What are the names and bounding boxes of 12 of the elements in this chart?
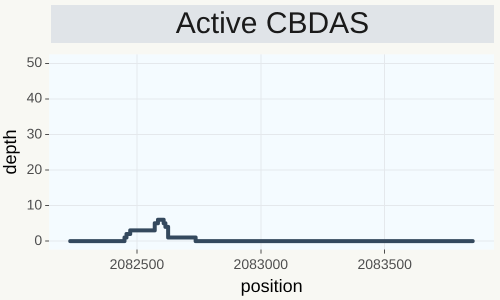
x-tick-label: 2082500 (110, 256, 164, 272)
y-tick-label: 20 (26, 160, 42, 177)
x-tick-label: 2083000 (234, 256, 288, 272)
y-tick-label: 10 (26, 196, 42, 212)
y-tick-label: 50 (26, 54, 42, 70)
y-tick-label: 0 (34, 232, 42, 248)
x-tick-label: 2083500 (357, 256, 412, 272)
y-axis-title: depth (0, 129, 20, 175)
x-axis-title: position (240, 276, 303, 296)
chart-title: Active CBDAS (51, 5, 494, 43)
y-tick-label: 30 (26, 125, 42, 142)
y-tick-label: 40 (26, 90, 42, 106)
